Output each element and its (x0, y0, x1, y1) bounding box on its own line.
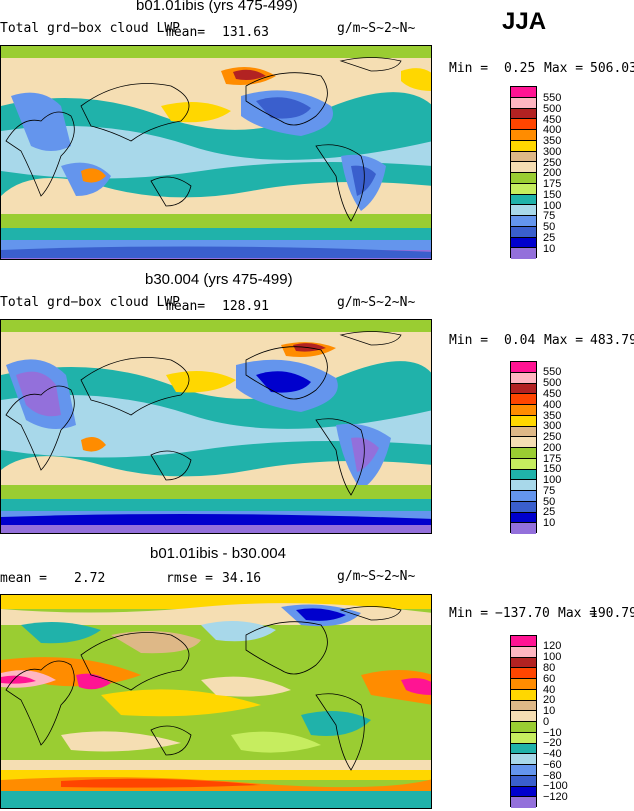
panel3-map (0, 594, 432, 809)
panel2-legend-label: 400 (543, 399, 562, 411)
panel2-units: g/m~S~2~N~ (337, 295, 416, 310)
panel2-map-graphic (1, 320, 431, 533)
panel2-variable-label: Total grd−box cloud LWP (0, 295, 181, 310)
panel3-legend-label: 100 (543, 651, 562, 663)
panel1-legend-label: 200 (543, 167, 562, 179)
panel1-legend-label: 300 (543, 146, 562, 158)
panel1-min-label: Min = (449, 61, 489, 76)
panel1-legend-label: 50 (543, 221, 556, 233)
panel3-units: g/m~S~2~N~ (337, 569, 416, 584)
panel3-legend-label: −40 (543, 748, 562, 760)
panel1-map (0, 45, 432, 260)
panel2-legend-label: 250 (543, 431, 562, 443)
panel3-legend-label: 120 (543, 640, 562, 652)
panel1-legend-label: 100 (543, 200, 562, 212)
panel2-legend-label: 450 (543, 388, 562, 400)
panel3-legend-label: 10 (543, 705, 556, 717)
panel2-legend-label: 150 (543, 463, 562, 475)
panel2-legend-label: 350 (543, 410, 562, 422)
season-label: JJA (502, 8, 547, 35)
panel3-legend-label: −20 (543, 737, 562, 749)
panel3-legend-label: −10 (543, 727, 562, 739)
panel1-mean-label: mean= (166, 25, 206, 40)
panel2-legend-label: 550 (543, 366, 562, 378)
panel1-mean-value: 131.63 (222, 25, 269, 40)
panel1-legend-label: 450 (543, 114, 562, 126)
panel2-mean-value: 128.91 (222, 299, 269, 314)
panel2-legend-label: 25 (543, 506, 556, 518)
panel1-legend-label: 25 (543, 232, 556, 244)
panel2-legend-label: 100 (543, 474, 562, 486)
panel1-legend-label: 10 (543, 243, 556, 255)
panel1-max-label: Max = (544, 61, 584, 76)
panel1-legend-label: 550 (543, 92, 562, 104)
panel1-legend-label: 175 (543, 178, 562, 190)
panel2-legend-label: 10 (543, 517, 556, 529)
panel3-rmse-label: rmse = (166, 571, 213, 586)
panel2-max-value: 483.79 (590, 333, 634, 348)
panel1-legend-label: 250 (543, 157, 562, 169)
panel3-mean-label: mean = (0, 571, 47, 586)
panel3-legend-label: 80 (543, 662, 556, 674)
panel1-title: b01.01ibis (yrs 475-499) (136, 0, 298, 14)
panel3-min-label: Min = (449, 606, 489, 621)
panel3-title: b01.01ibis - b30.004 (150, 545, 286, 562)
panel3-legend-label: −120 (543, 791, 568, 803)
panel3-mean-value: 2.72 (74, 571, 106, 586)
panel2-legend-label: 300 (543, 420, 562, 432)
panel1-colorbar (510, 86, 537, 259)
panel2-title: b30.004 (yrs 475-499) (145, 271, 293, 288)
panel1-legend-label: 350 (543, 135, 562, 147)
panel2-legend-label: 175 (543, 453, 562, 465)
panel1-min-value: 0.25 (504, 61, 536, 76)
panel2-min-label: Min = (449, 333, 489, 348)
panel1-legend-label: 150 (543, 189, 562, 201)
panel2-legend-label: 500 (543, 377, 562, 389)
panel1-legend-label: 500 (543, 103, 562, 115)
panel1-map-graphic (1, 46, 431, 259)
panel3-min-value: −137.70 (495, 606, 550, 621)
panel2-map (0, 319, 432, 534)
panel3-legend-label: 60 (543, 673, 556, 685)
panel3-legend-label: 0 (543, 716, 550, 728)
panel2-min-value: 0.04 (504, 333, 536, 348)
panel3-rmse-value: 34.16 (222, 571, 262, 586)
panel3-max-value: 190.79 (590, 606, 634, 621)
panel1-legend-label: 400 (543, 124, 562, 136)
panel3-legend-label: −80 (543, 770, 562, 782)
panel3-legend-label: −100 (543, 780, 568, 792)
panel2-legend-label: 200 (543, 442, 562, 454)
panel2-max-label: Max = (544, 333, 584, 348)
panel1-variable-label: Total grd−box cloud LWP (0, 21, 181, 36)
panel3-max-label: Max = (558, 606, 598, 621)
panel2-legend-label: 50 (543, 496, 556, 508)
panel3-legend-label: −60 (543, 759, 562, 771)
panel2-colorbar (510, 361, 537, 534)
panel3-legend-label: 40 (543, 684, 556, 696)
panel1-max-value: 506.03 (590, 61, 634, 76)
panel2-mean-label: mean= (166, 299, 206, 314)
panel3-map-graphic (1, 595, 431, 808)
panel3-colorbar (510, 635, 537, 808)
panel3-legend-label: 20 (543, 694, 556, 706)
panel1-legend-label: 75 (543, 210, 556, 222)
panel2-legend-label: 75 (543, 485, 556, 497)
panel1-units: g/m~S~2~N~ (337, 21, 416, 36)
